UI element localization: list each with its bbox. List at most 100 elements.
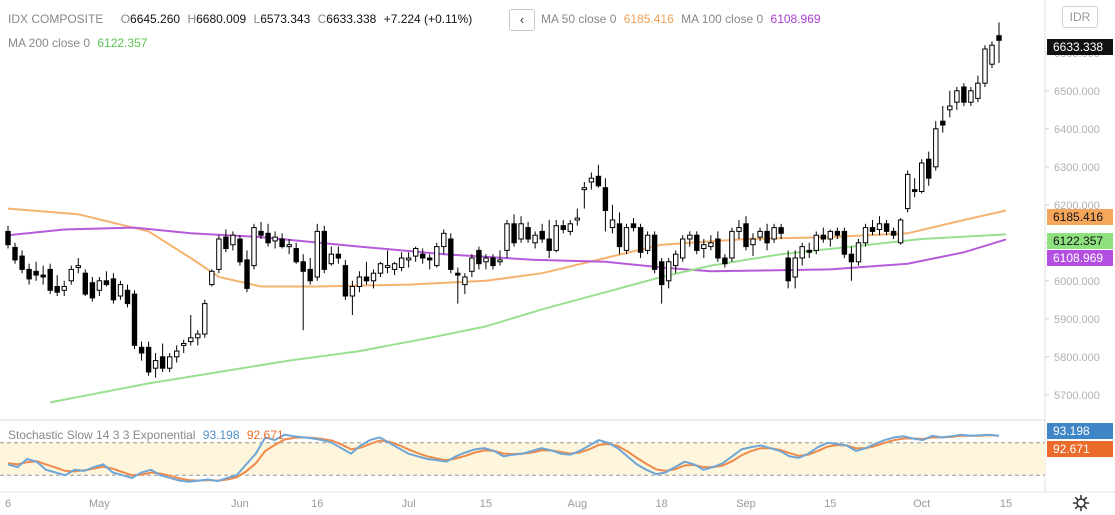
candle — [413, 246, 419, 262]
candle — [195, 330, 201, 346]
time-tick-label: May — [89, 498, 110, 510]
candle-body — [975, 82, 981, 99]
candle-body — [476, 249, 482, 265]
candle-body — [680, 238, 686, 259]
candle — [152, 353, 159, 378]
candle-body — [701, 244, 707, 249]
candle — [462, 273, 468, 295]
low-value: 6573.343 — [260, 12, 311, 26]
candle — [659, 258, 665, 304]
candle-body — [300, 261, 306, 272]
candle — [574, 208, 580, 226]
candle-body — [933, 128, 939, 168]
candle-body — [159, 356, 166, 369]
ma100-price-tag: 6108.969 — [1047, 250, 1113, 266]
ma200-value: 6122.357 — [97, 36, 148, 50]
time-tick-label: 15 — [824, 498, 836, 510]
candle-body — [174, 350, 180, 358]
time-tick-label: 18 — [656, 498, 668, 510]
stoch-line-k — [7, 433, 1000, 483]
candle-body — [897, 219, 904, 244]
candle-body — [455, 272, 461, 276]
candle — [933, 121, 939, 171]
candle — [497, 250, 503, 266]
candle-body — [370, 272, 377, 282]
high-value: 6680.009 — [196, 12, 247, 26]
candle — [40, 265, 46, 285]
candle-body — [708, 242, 714, 248]
symbol-name[interactable]: IDX COMPOSITE — [8, 12, 104, 26]
candle-body — [637, 227, 644, 253]
candle — [778, 223, 784, 239]
candle — [82, 269, 88, 296]
candle-body — [434, 246, 440, 267]
candle-body — [848, 253, 855, 263]
open-label: O — [120, 12, 131, 26]
candle — [167, 353, 173, 372]
stochastic-pane — [0, 433, 1045, 483]
candle-body — [651, 234, 658, 270]
candle — [890, 227, 897, 239]
svg-text:6633.338: 6633.338 — [1053, 40, 1103, 54]
time-axis[interactable]: 6 May Jun 16 Jul 15 Aug 18 Sep 15 Oct 15 — [5, 498, 1012, 510]
candle — [145, 341, 152, 376]
ma200-label[interactable]: MA 200 close 0 — [8, 36, 91, 50]
ma200-legend-row: MA 200 close 0 6122.357 — [8, 35, 147, 51]
candle — [286, 239, 292, 255]
candle — [673, 250, 679, 274]
candle — [982, 45, 988, 87]
candle — [736, 220, 742, 239]
price-tick-label: 6000.000 — [1054, 276, 1100, 288]
candle — [855, 239, 862, 266]
ma-line-200 — [50, 233, 1007, 404]
candle-body — [687, 234, 693, 240]
candle-body — [820, 234, 826, 240]
candle-body — [413, 248, 419, 257]
ma50-label[interactable]: MA 50 close 0 — [541, 12, 617, 26]
candle-body — [553, 225, 559, 251]
candle — [820, 227, 826, 243]
price-tick-label: 6200.000 — [1054, 200, 1100, 212]
candle — [300, 254, 306, 331]
candle-body — [912, 189, 918, 193]
candle — [258, 221, 264, 239]
candle-body — [525, 227, 531, 240]
candle-body — [841, 230, 848, 255]
candle-body — [673, 253, 679, 267]
ma-line-50 — [7, 207, 1007, 288]
stoch-k-value: 93.198 — [202, 428, 240, 442]
candle-body — [855, 242, 862, 263]
candle — [771, 223, 777, 243]
candle — [356, 271, 363, 293]
price-tags: 6633.338 6185.416 6122.357 6108.969 93.198 92… — [1047, 39, 1113, 457]
collapse-legend-button[interactable]: ‹ — [509, 9, 535, 31]
candle-body — [202, 303, 208, 335]
candle — [483, 254, 489, 270]
candle — [764, 223, 770, 251]
candle — [588, 172, 595, 190]
open-value: 6645.260 — [130, 12, 181, 26]
candle — [666, 258, 672, 289]
candle — [96, 277, 103, 296]
candle — [869, 220, 876, 236]
currency-button[interactable]: IDR — [1062, 6, 1098, 28]
price-tick-label: 6300.000 — [1054, 162, 1100, 174]
candlestick-series — [5, 22, 1002, 378]
settings-gear-icon[interactable] — [1072, 494, 1090, 512]
candle — [405, 252, 412, 268]
candle — [989, 41, 995, 68]
stochastic-label[interactable]: Stochastic Slow 14 3 3 Exponential — [8, 428, 196, 442]
candle-body — [377, 263, 384, 274]
candle-body — [167, 356, 173, 369]
ma100-label[interactable]: MA 100 close 0 — [681, 12, 764, 26]
candle — [539, 223, 545, 243]
candle — [272, 231, 278, 249]
candle-body — [609, 219, 616, 229]
candle-body — [567, 223, 573, 232]
candle-body — [40, 274, 46, 278]
ma50-value: 6185.416 — [623, 12, 674, 26]
candle-body — [989, 44, 995, 65]
candle — [813, 231, 819, 255]
candle-body — [286, 244, 292, 248]
